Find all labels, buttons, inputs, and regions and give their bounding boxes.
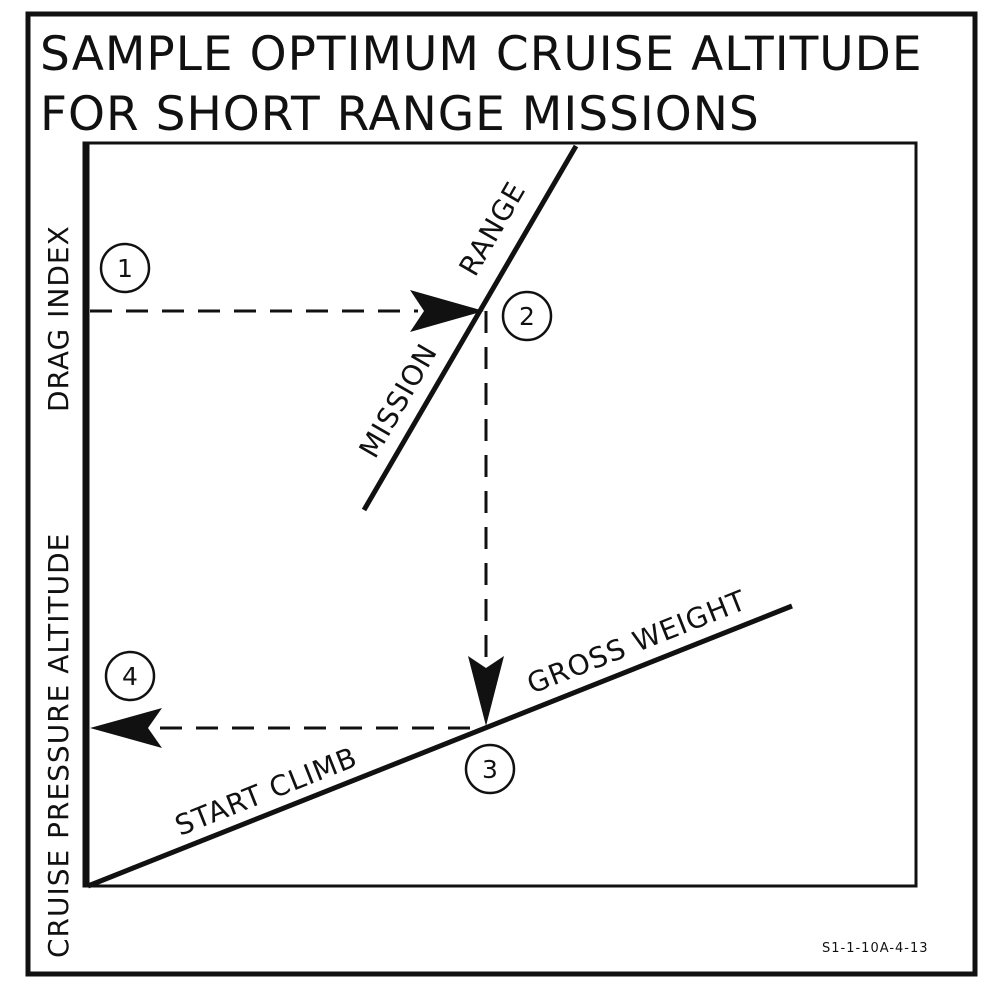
step-marker-1: 1 [99,242,151,294]
arrow-right-icon [410,290,484,332]
svg-text:1: 1 [117,254,133,283]
mission-range-line [361,144,579,512]
step-marker-4: 4 [104,650,156,702]
label-gross-weight: GROSS WEIGHT [522,584,751,701]
axis-label-cruise-pressure-altitude: CRUISE PRESSURE ALTITUDE [42,533,75,958]
step-marker-3: 3 [464,743,516,795]
title-line-2: FOR SHORT RANGE MISSIONS [40,87,760,142]
title-line-1: SAMPLE OPTIMUM CRUISE ALTITUDE [40,27,923,82]
arrow-left-icon [90,708,162,748]
axis-label-drag-index: DRAG INDEX [42,225,75,412]
outer-border [25,11,978,977]
svg-text:4: 4 [122,662,138,691]
gross-weight-line [87,603,793,889]
svg-text:3: 3 [482,755,498,784]
step-marker-2: 2 [501,290,553,342]
figure-code: S1-1-10A-4-13 [822,941,929,956]
svg-text:2: 2 [519,302,535,331]
label-range: RANGE [452,176,532,282]
label-start-climb: START CLIMB [170,740,362,842]
arrow-down-icon [468,656,504,726]
